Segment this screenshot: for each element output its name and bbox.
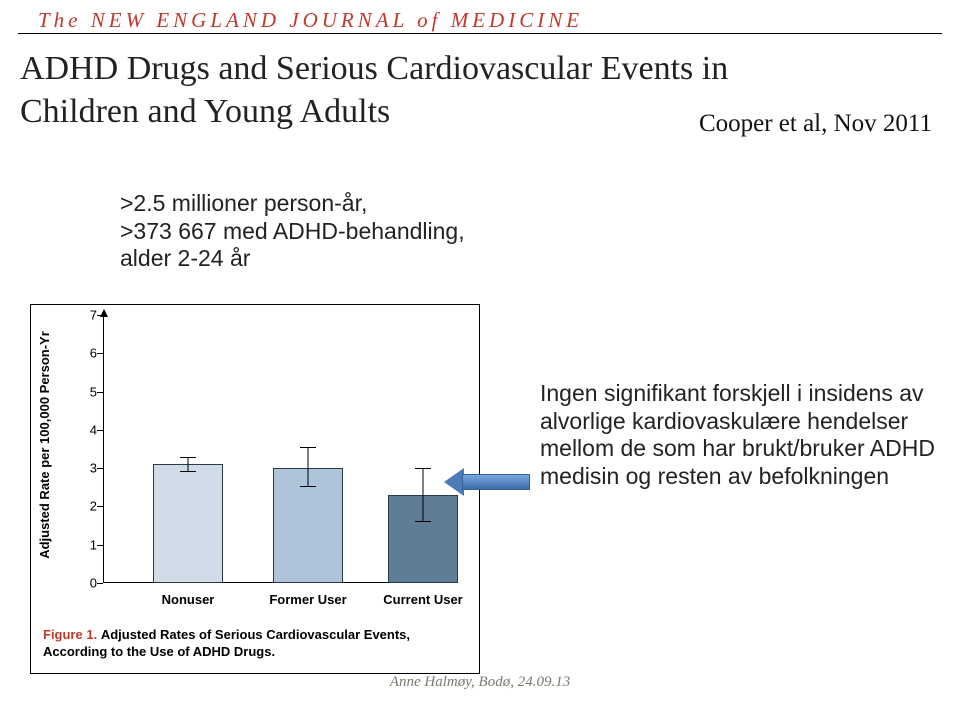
error-bar [308, 447, 309, 487]
chart-plot-area: 01234567NonuserFormer UserCurrent User [103, 315, 453, 583]
y-tick [97, 430, 103, 431]
footer-credit: Anne Halmøy, Bodø, 24.09.13 [390, 674, 570, 691]
arrow-icon [444, 468, 530, 496]
y-tick-label: 2 [90, 499, 97, 514]
y-tick-label: 7 [90, 308, 97, 323]
study-line-1: >2.5 millioner person-år, [120, 190, 465, 218]
journal-header: The NEW ENGLAND JOURNAL of MEDICINE [18, 0, 942, 34]
y-tick [97, 545, 103, 546]
whisker [415, 468, 431, 469]
figure-1: Adjusted Rate per 100,000 Person-Yr 0123… [30, 304, 480, 674]
article-title: ADHD Drugs and Serious Cardiovascular Ev… [0, 42, 760, 133]
citation: Cooper et al, Nov 2011 [699, 110, 932, 138]
y-tick-label: 3 [90, 461, 97, 476]
error-bar [423, 468, 424, 522]
y-axis-label: Adjusted Rate per 100,000 Person-Yr [37, 331, 52, 559]
x-category-label: Nonuser [138, 592, 238, 607]
y-tick [97, 506, 103, 507]
figure-caption: Figure 1. Adjusted Rates of Serious Card… [43, 627, 467, 661]
y-tick-label: 1 [90, 537, 97, 552]
error-bar [188, 457, 189, 472]
study-line-2: >373 667 med ADHD-behandling, [120, 218, 465, 246]
y-tick-label: 5 [90, 384, 97, 399]
journal-name: The NEW ENGLAND JOURNAL of MEDICINE [38, 8, 922, 33]
y-tick [97, 583, 103, 584]
y-tick-label: 0 [90, 576, 97, 591]
whisker [300, 486, 316, 487]
x-category-label: Former User [258, 592, 358, 607]
y-tick-label: 6 [90, 346, 97, 361]
study-line-3: alder 2-24 år [120, 245, 465, 273]
whisker [300, 447, 316, 448]
y-tick [97, 353, 103, 354]
figure-caption-text: Adjusted Rates of Serious Cardiovascular… [43, 627, 410, 659]
whisker [180, 471, 196, 472]
y-tick-label: 4 [90, 422, 97, 437]
x-category-label: Current User [373, 592, 473, 607]
whisker [180, 457, 196, 458]
finding-text: Ingen signifikant forskjell i insidens a… [540, 380, 940, 490]
y-axis [103, 315, 104, 583]
y-tick [97, 315, 103, 316]
y-tick [97, 392, 103, 393]
y-tick [97, 468, 103, 469]
whisker [415, 521, 431, 522]
study-summary: >2.5 millioner person-år, >373 667 med A… [120, 190, 465, 273]
figure-label: Figure 1. [43, 627, 97, 642]
bar [153, 464, 223, 583]
